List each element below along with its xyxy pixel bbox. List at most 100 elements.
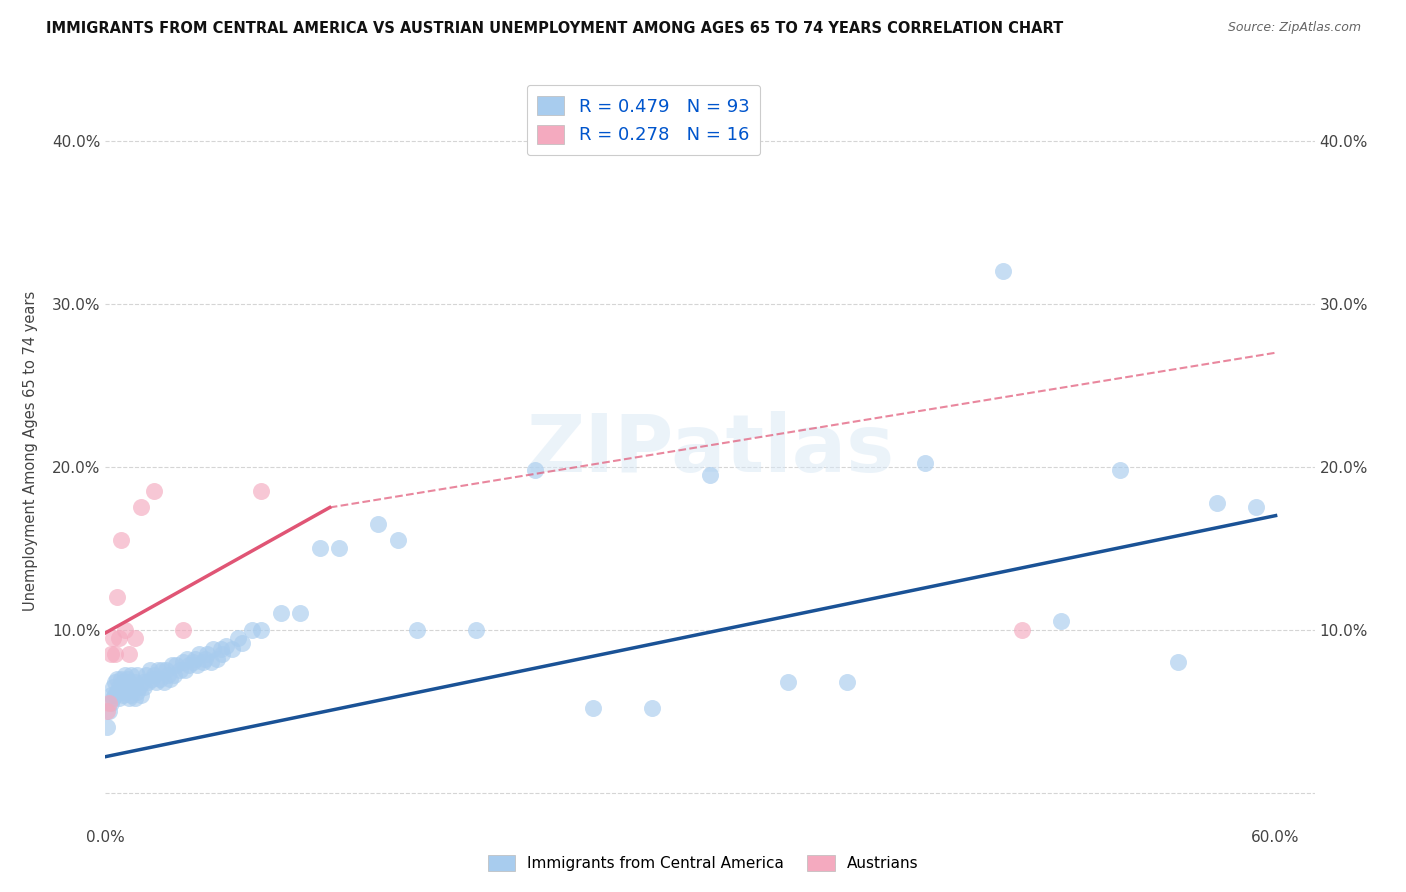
Point [914,457,936,471]
Point [120,688,142,702]
Point [100,696,122,710]
Point [124,631,146,645]
Point [465,623,488,637]
Point [153,674,176,689]
Point [111,674,134,689]
Point [105,590,128,604]
Point [129,500,152,515]
Point [205,652,228,666]
Point [215,639,238,653]
Point [270,607,292,621]
Point [103,691,125,706]
Point [181,655,204,669]
Point [209,642,232,657]
Point [125,668,148,682]
Point [240,623,263,637]
Point [195,647,218,661]
Legend: R = 0.479   N = 93, R = 0.278   N = 16: R = 0.479 N = 93, R = 0.278 N = 16 [527,85,761,155]
Text: Source: ZipAtlas.com: Source: ZipAtlas.com [1227,21,1361,35]
Point [165,658,187,673]
Point [211,647,233,661]
Point [991,264,1014,278]
Point [1108,463,1130,477]
Point [191,655,214,669]
Point [143,668,166,682]
Point [1206,495,1229,509]
Point [108,680,131,694]
Point [103,631,125,645]
Point [125,684,148,698]
Point [115,684,138,698]
Point [110,672,132,686]
Point [699,467,721,482]
Point [1011,623,1033,637]
Point [115,672,138,686]
Point [103,680,125,694]
Point [172,655,194,669]
Point [120,668,142,682]
Point [98,704,121,718]
Point [143,484,166,499]
Point [184,652,207,666]
Point [159,672,181,686]
Point [226,631,249,645]
Point [776,674,799,689]
Point [406,623,429,637]
Text: ZIPatlas: ZIPatlas [526,411,894,490]
Point [124,691,146,706]
Point [200,655,222,669]
Point [105,672,128,686]
Point [121,680,143,694]
Point [100,688,122,702]
Point [387,533,409,547]
Point [156,668,179,682]
Point [221,642,243,657]
Point [179,658,201,673]
Point [640,701,662,715]
Point [114,623,136,637]
Point [104,647,127,661]
Text: IMMIGRANTS FROM CENTRAL AMERICA VS AUSTRIAN UNEMPLOYMENT AMONG AGES 65 TO 74 YEA: IMMIGRANTS FROM CENTRAL AMERICA VS AUSTR… [46,21,1064,37]
Point [176,652,198,666]
Point [194,652,217,666]
Point [186,658,208,673]
Point [155,664,177,678]
Point [835,674,858,689]
Point [100,647,122,661]
Point [124,674,146,689]
Point [163,668,186,682]
Point [110,533,132,547]
Point [201,642,224,657]
Point [104,674,127,689]
Point [134,680,156,694]
Point [328,541,350,556]
Point [98,696,121,710]
Point [131,674,153,689]
Point [250,484,273,499]
Point [250,623,273,637]
Point [1167,655,1189,669]
Point [104,688,127,702]
Point [160,658,183,673]
Point [188,647,211,661]
Point [149,672,172,686]
Legend: Immigrants from Central America, Austrians: Immigrants from Central America, Austria… [481,849,925,877]
Point [141,672,163,686]
Point [290,607,312,621]
Point [146,664,169,678]
Y-axis label: Unemployment Among Ages 65 to 74 years: Unemployment Among Ages 65 to 74 years [24,290,38,611]
Point [139,664,162,678]
Point [135,668,157,682]
Point [129,688,152,702]
Point [114,680,136,694]
Point [231,635,253,649]
Point [150,664,173,678]
Point [169,664,191,678]
Point [1050,615,1073,629]
Point [582,701,605,715]
Point [118,647,141,661]
Point [367,516,389,531]
Point [118,691,141,706]
Point [145,674,167,689]
Point [96,720,118,734]
